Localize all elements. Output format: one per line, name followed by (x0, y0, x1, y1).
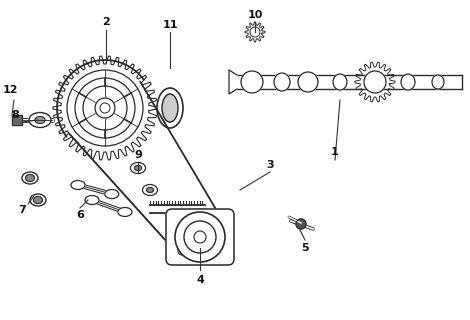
Circle shape (250, 27, 260, 37)
Ellipse shape (30, 194, 46, 206)
Text: 6: 6 (76, 210, 84, 220)
Text: 8: 8 (11, 110, 19, 120)
Circle shape (67, 70, 143, 146)
Ellipse shape (241, 71, 263, 93)
Circle shape (178, 247, 186, 255)
Bar (12, 115, 22, 125)
Circle shape (194, 231, 206, 243)
Polygon shape (229, 70, 237, 94)
Ellipse shape (118, 207, 132, 216)
Ellipse shape (162, 94, 178, 122)
Circle shape (184, 221, 216, 253)
Text: 12: 12 (2, 85, 18, 95)
Polygon shape (245, 22, 265, 42)
Ellipse shape (35, 116, 45, 124)
Text: 9: 9 (134, 150, 142, 160)
Circle shape (83, 86, 127, 130)
Circle shape (175, 212, 225, 262)
Polygon shape (355, 62, 395, 102)
Bar (12, 115, 22, 125)
Ellipse shape (333, 74, 347, 90)
Ellipse shape (157, 88, 183, 128)
Ellipse shape (105, 189, 119, 198)
FancyBboxPatch shape (166, 209, 234, 265)
Ellipse shape (33, 196, 42, 204)
Ellipse shape (29, 113, 51, 127)
Ellipse shape (131, 163, 146, 173)
Ellipse shape (134, 165, 141, 171)
Ellipse shape (71, 180, 85, 189)
Ellipse shape (432, 75, 444, 89)
Circle shape (100, 103, 110, 113)
Text: 10: 10 (247, 10, 263, 20)
Text: 11: 11 (162, 20, 178, 30)
Ellipse shape (142, 185, 157, 196)
Ellipse shape (274, 73, 290, 91)
Ellipse shape (364, 71, 386, 93)
Circle shape (296, 219, 306, 229)
Polygon shape (53, 56, 157, 160)
Ellipse shape (147, 188, 154, 193)
Ellipse shape (25, 174, 34, 181)
Circle shape (95, 98, 115, 118)
Text: 1: 1 (331, 147, 339, 157)
Text: 4: 4 (196, 275, 204, 285)
Text: 3: 3 (266, 160, 274, 170)
Ellipse shape (22, 172, 38, 184)
Text: 7: 7 (18, 205, 26, 215)
Ellipse shape (298, 72, 318, 92)
Text: 5: 5 (301, 243, 309, 253)
Circle shape (75, 78, 135, 138)
Ellipse shape (401, 74, 415, 90)
Ellipse shape (85, 196, 99, 204)
Text: 2: 2 (102, 17, 110, 27)
